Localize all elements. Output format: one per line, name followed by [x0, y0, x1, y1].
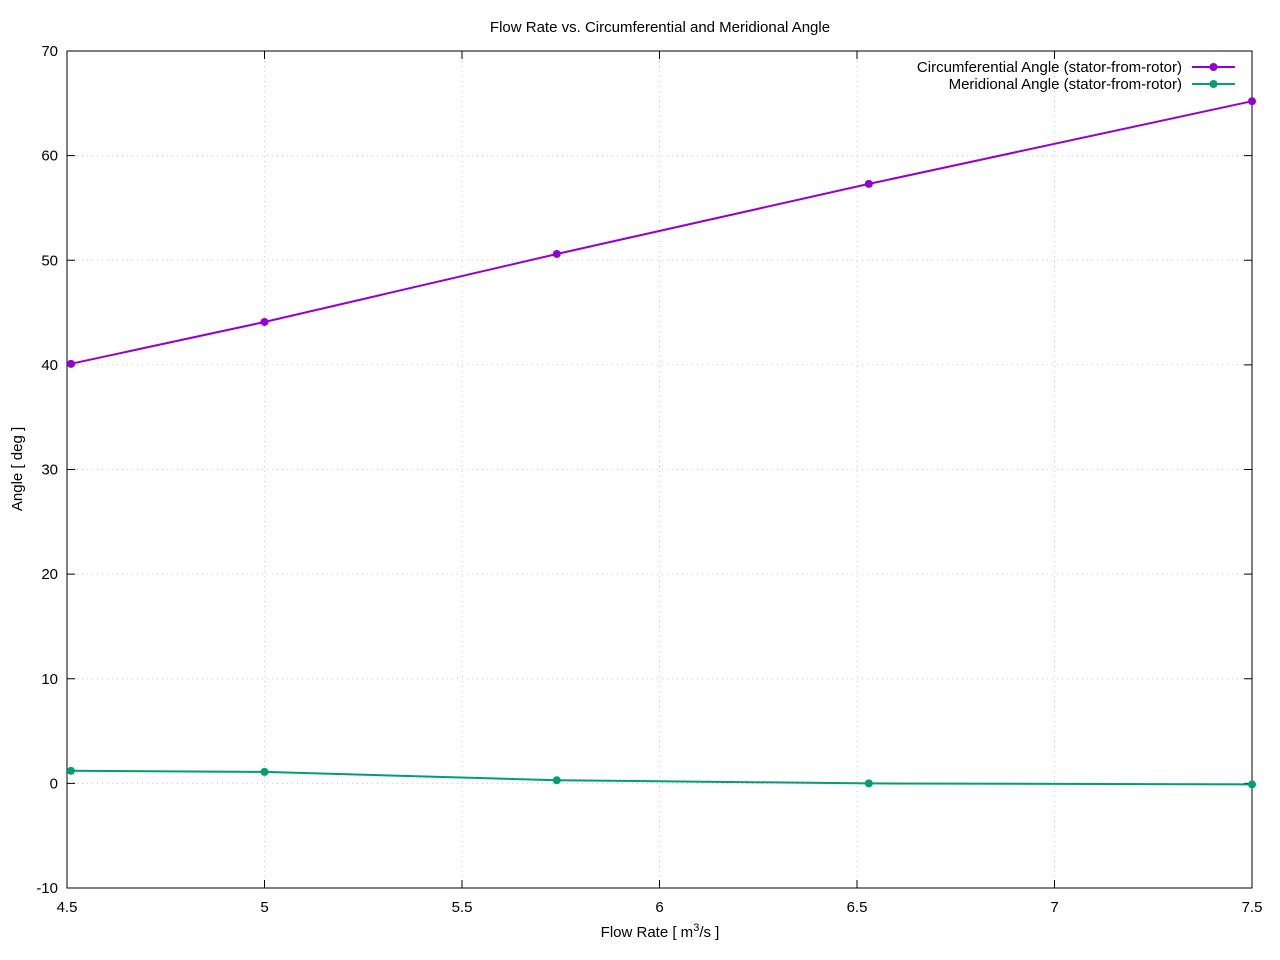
x-tick-label: 6.5	[847, 899, 868, 916]
x-tick-label: 5.5	[452, 899, 473, 916]
y-tick-label: 50	[41, 252, 58, 269]
axis-ticks: 4.5 5 5.5 6 6.5 7 7.5 -10 0 10 20 30 40 50 60 70	[36, 43, 1262, 916]
x-axis-label-rest: /s ]	[699, 924, 719, 941]
y-tick-label: 60	[41, 148, 58, 165]
legend: Circumferential Angle (stator-from-rotor…	[917, 59, 1235, 93]
data-point	[260, 317, 269, 326]
data-point	[1248, 780, 1256, 789]
data-point	[66, 766, 75, 775]
y-tick-label: 70	[41, 43, 58, 60]
series-line	[70, 769, 1253, 786]
y-tick-label: -10	[36, 880, 58, 897]
legend-label: Circumferential Angle (stator-from-rotor…	[917, 59, 1182, 76]
y-tick-label: 0	[50, 775, 58, 792]
data-point	[864, 179, 873, 188]
grid	[67, 51, 1252, 888]
x-axis-label: Flow Rate [ m3/s ]	[601, 922, 720, 941]
data-point	[1248, 97, 1256, 106]
x-tick-label: 4.5	[57, 899, 78, 916]
x-tick-label: 6	[655, 899, 663, 916]
legend-marker	[1209, 63, 1218, 71]
data-point	[552, 776, 561, 785]
y-tick-label: 40	[41, 357, 58, 374]
data-point	[552, 249, 561, 258]
y-tick-label: 10	[41, 671, 58, 688]
series-circumferential	[66, 97, 1256, 368]
x-tick-label: 7.5	[1242, 899, 1263, 916]
chart-title: Flow Rate vs. Circumferential and Meridi…	[490, 19, 830, 36]
data-point	[864, 779, 873, 788]
x-tick-label: 5	[260, 899, 268, 916]
y-tick-label: 20	[41, 566, 58, 583]
series-line	[70, 100, 1253, 365]
x-tick-label: 7	[1050, 899, 1058, 916]
legend-label: Meridional Angle (stator-from-rotor)	[949, 76, 1182, 93]
data-point	[260, 767, 269, 776]
y-axis-label: Angle [ deg ]	[9, 427, 26, 511]
legend-marker	[1209, 80, 1218, 88]
series-layer	[66, 97, 1256, 789]
series-meridional	[66, 766, 1256, 789]
y-tick-label: 30	[41, 462, 58, 479]
x-axis-label-superscript: 3	[693, 922, 699, 934]
data-point	[66, 359, 75, 368]
